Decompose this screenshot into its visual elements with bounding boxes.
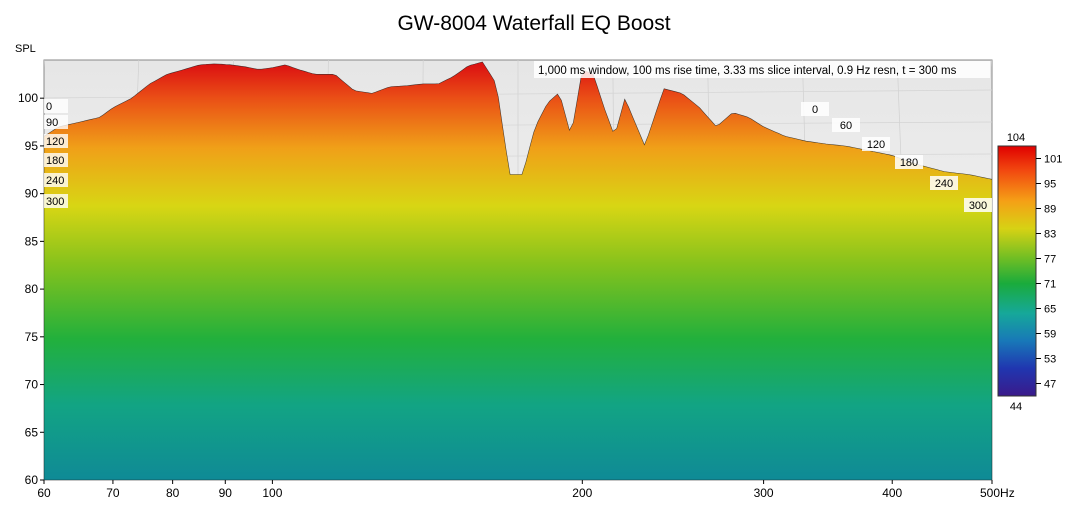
- y-tick-label: 75: [25, 330, 39, 344]
- colorbar-tick-label: 77: [1044, 254, 1056, 266]
- time-label-left: 90: [46, 117, 58, 129]
- x-tick-label: 100: [262, 486, 282, 500]
- time-label-bg: [964, 198, 992, 212]
- info-box: [534, 61, 990, 78]
- y-axis: 60 65 70 75 80 85 90 95 100: [18, 91, 44, 487]
- time-label-bg: [44, 153, 68, 167]
- time-label-bg: [862, 137, 890, 151]
- colorbar-tick-label: 101: [1044, 154, 1062, 166]
- x-tick-label: 90: [219, 486, 233, 500]
- colorbar-tick-label: 65: [1044, 304, 1056, 316]
- x-tick-label: 70: [106, 486, 120, 500]
- info-text: 1,000 ms window, 100 ms rise time, 3.33 …: [538, 65, 957, 77]
- colorbar: [997, 145, 1037, 397]
- time-label-right: 180: [900, 157, 918, 169]
- time-label-bg: [801, 102, 829, 116]
- time-label-bg: [930, 176, 958, 190]
- surface-slice: [44, 61, 992, 480]
- time-label-bg: [44, 99, 68, 113]
- x-tick-label: 60: [37, 486, 51, 500]
- time-label-bg: [44, 134, 68, 148]
- colorbar-tick-label: 47: [1044, 379, 1056, 391]
- time-label-left: 120: [46, 136, 64, 148]
- colorbar-tick-label: 83: [1044, 229, 1056, 241]
- x-tick-label: 200: [572, 486, 592, 500]
- y-tick-label: 80: [25, 282, 39, 296]
- waterfall-surface: [44, 61, 992, 480]
- time-labels-right: 0 60 120 180 240 300: [801, 102, 992, 212]
- time-label-left: 180: [46, 155, 64, 167]
- time-labels-left: 0 90 120 180 240 300: [44, 99, 68, 208]
- y-tick-label: 85: [25, 234, 39, 248]
- time-label-left: 300: [46, 196, 64, 208]
- time-label-left: 0: [46, 101, 52, 113]
- x-axis: 60 70 80 90 100 200 300 400 500Hz: [37, 480, 1015, 500]
- x-tick-label: 300: [754, 486, 774, 500]
- time-label-bg: [895, 155, 923, 169]
- y-tick-label: 95: [25, 139, 39, 153]
- time-label-right: 240: [935, 178, 953, 190]
- x-tick-label: 80: [166, 486, 180, 500]
- y-tick-label: 100: [18, 91, 38, 105]
- y-tick-label: 65: [25, 425, 39, 439]
- time-label-bg: [44, 115, 68, 129]
- y-tick-label: 60: [25, 473, 39, 487]
- colorbar-tick-label: 95: [1044, 179, 1056, 191]
- time-label-left: 240: [46, 175, 64, 187]
- y-tick-label: 90: [25, 187, 39, 201]
- y-tick-label: 70: [25, 378, 39, 392]
- time-label-right: 300: [969, 200, 987, 212]
- colorbar-tick-label: 59: [1044, 329, 1056, 341]
- colorbar-tick-label: 71: [1044, 279, 1056, 291]
- time-label-bg: [44, 194, 68, 208]
- x-tick-label: 400: [882, 486, 902, 500]
- colorbar-tick-label: 89: [1044, 204, 1056, 216]
- x-tick-label: 500Hz: [980, 486, 1015, 500]
- chart-title: GW-8004 Waterfall EQ Boost: [397, 12, 670, 35]
- colorbar-min-label: 44: [1010, 401, 1022, 413]
- grid-line: [44, 60, 45, 68]
- time-label-right: 60: [840, 120, 852, 132]
- colorbar-tick-label: 53: [1044, 354, 1056, 366]
- time-label-right: 120: [867, 139, 885, 151]
- colorbar-ticks: 101 95 89 83 77 71 65 59 53 47: [1036, 154, 1062, 391]
- time-label-bg: [832, 118, 860, 132]
- colorbar-max-label: 104: [1007, 132, 1025, 144]
- time-label-right: 0: [812, 104, 818, 116]
- time-label-bg: [44, 173, 68, 187]
- y-axis-label: SPL: [15, 43, 36, 55]
